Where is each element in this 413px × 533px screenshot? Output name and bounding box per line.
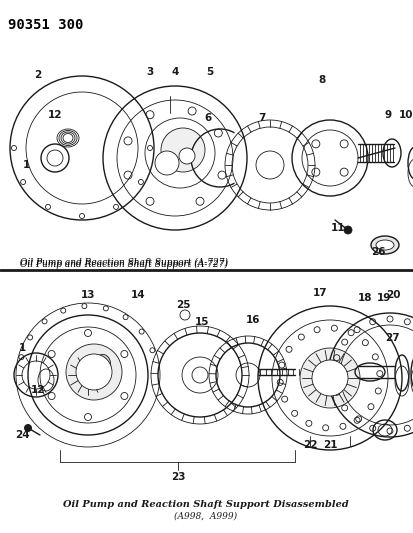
- Circle shape: [300, 348, 360, 408]
- Text: 13: 13: [81, 290, 95, 300]
- Ellipse shape: [89, 354, 111, 384]
- Text: 7: 7: [258, 113, 266, 123]
- Text: 3: 3: [146, 67, 154, 77]
- Text: 9: 9: [385, 110, 392, 120]
- Circle shape: [312, 360, 348, 396]
- Ellipse shape: [376, 240, 394, 250]
- Text: 26: 26: [371, 247, 385, 257]
- Text: 22: 22: [303, 440, 317, 450]
- Text: 11: 11: [331, 223, 345, 233]
- Text: 16: 16: [246, 315, 260, 325]
- Text: 23: 23: [171, 472, 185, 482]
- Text: 20: 20: [386, 290, 400, 300]
- Text: Oil Pump and Reaction Shaft Support (A-727): Oil Pump and Reaction Shaft Support (A-7…: [20, 258, 228, 267]
- Text: 90351 300: 90351 300: [8, 18, 83, 32]
- Text: Oil Pump and Reaction Shaft Support (A-727): Oil Pump and Reaction Shaft Support (A-7…: [20, 260, 228, 269]
- Text: 19: 19: [377, 293, 391, 303]
- Ellipse shape: [371, 236, 399, 254]
- Text: 1: 1: [18, 343, 26, 353]
- Text: 25: 25: [176, 300, 190, 310]
- Text: (A998,  A999): (A998, A999): [174, 512, 237, 521]
- Circle shape: [76, 354, 112, 390]
- Text: 21: 21: [323, 440, 337, 450]
- Text: 12: 12: [31, 385, 45, 395]
- Text: 27: 27: [385, 333, 399, 343]
- Text: 4: 4: [171, 67, 179, 77]
- Text: 5: 5: [206, 67, 214, 77]
- Text: 24: 24: [15, 430, 29, 440]
- Circle shape: [161, 128, 205, 172]
- Text: 8: 8: [318, 75, 325, 85]
- Text: 12: 12: [48, 110, 62, 120]
- Text: 10: 10: [399, 110, 413, 120]
- Text: 14: 14: [131, 290, 145, 300]
- Circle shape: [344, 226, 352, 234]
- Text: 2: 2: [34, 70, 42, 80]
- Text: Oil Pump and Reaction Shaft Support Disassembled: Oil Pump and Reaction Shaft Support Disa…: [63, 500, 349, 509]
- Circle shape: [66, 344, 122, 400]
- Text: 1: 1: [22, 160, 30, 170]
- Text: 15: 15: [195, 317, 209, 327]
- Text: 18: 18: [358, 293, 372, 303]
- Circle shape: [155, 151, 179, 175]
- Text: 17: 17: [313, 288, 328, 298]
- Circle shape: [179, 148, 195, 164]
- Text: 6: 6: [204, 113, 211, 123]
- Circle shape: [24, 424, 32, 432]
